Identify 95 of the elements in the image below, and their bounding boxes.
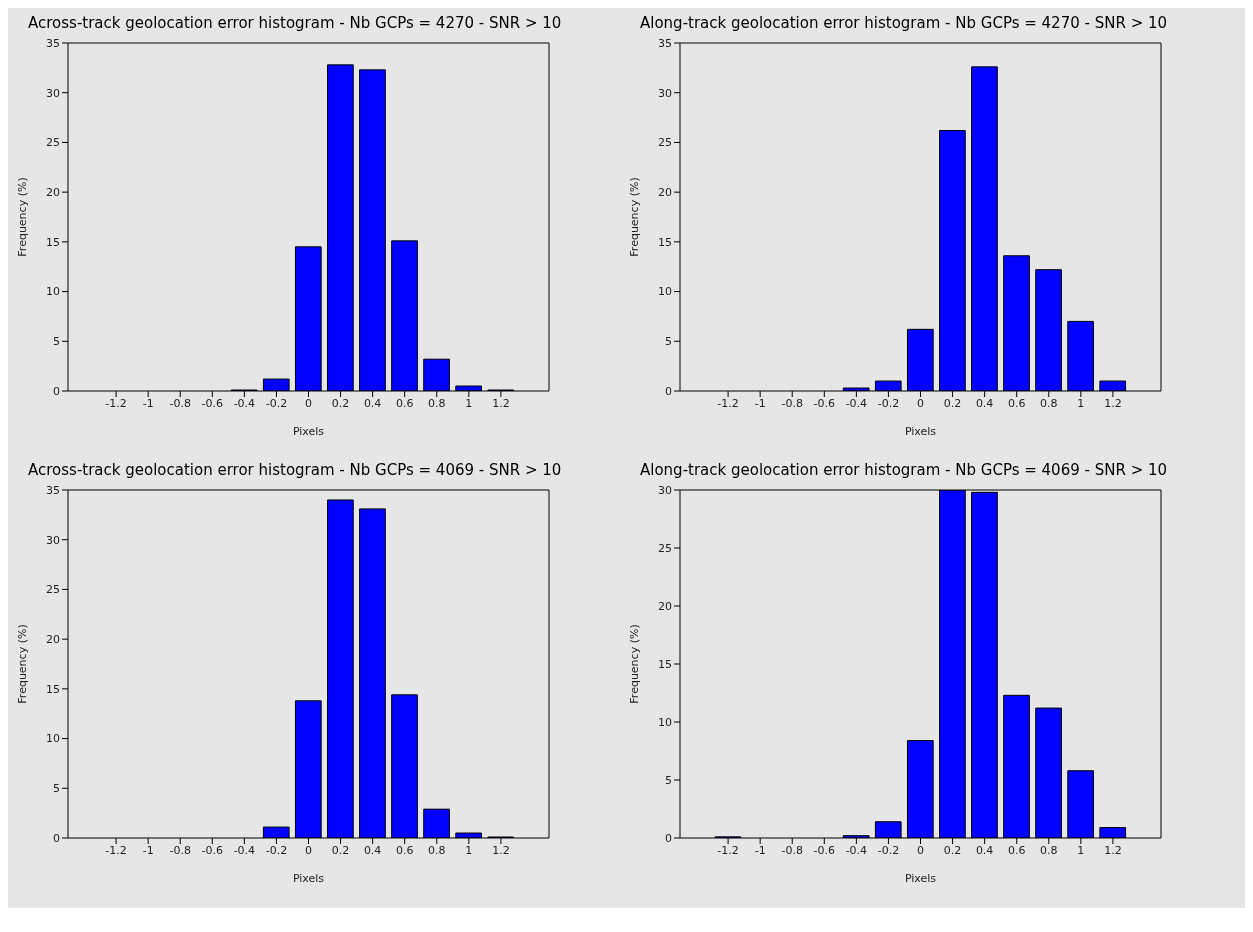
x-tick-label: -0.4 [845,843,868,857]
x-tick-label: 0.6 [395,396,414,410]
x-axis-title: Pixels [292,425,325,438]
x-tick-label: 0.6 [1007,396,1026,410]
x-tick-label: -0.4 [233,843,256,857]
y-tick-label: 15 [658,235,672,249]
x-axis-title: Pixels [292,872,325,885]
y-tick-label: 30 [46,86,60,100]
x-tick-label: -1.2 [105,843,127,857]
x-tick-label: -0.6 [201,396,224,410]
x-tick-label: 1 [1077,396,1085,410]
x-tick-label: 0.6 [395,843,414,857]
x-tick-label: 1.2 [1104,843,1122,857]
x-tick-label: 0.2 [331,396,350,410]
x-axis-title: Pixels [904,425,937,438]
y-tick-label: 25 [46,136,60,150]
y-tick-label: 15 [46,682,60,696]
x-tick-label: -0.4 [233,396,256,410]
x-tick-label: -1.2 [717,396,739,410]
y-tick-label: 5 [53,782,60,796]
y-tick-label: 0 [53,831,60,845]
chart-title: Across-track geolocation error histogram - Nb GCPs = 4270 - SNR > 10 [27,14,563,34]
y-axis-title: Frequency (%) [15,177,29,257]
x-tick-label: 0 [305,396,312,410]
y-axis-title: Frequency (%) [627,624,641,704]
x-tick-label: -1 [754,396,766,410]
y-tick-label: 5 [53,335,60,349]
x-tick-label: 0.2 [943,843,962,857]
x-tick-label: 0.4 [975,843,994,857]
x-tick-label: 1.2 [1104,396,1122,410]
y-tick-label: 10 [658,715,672,729]
y-tick-label: 0 [665,384,672,398]
y-tick-label: 35 [46,483,60,497]
x-tick-label: 0.8 [1040,843,1058,857]
x-tick-label: -1.2 [105,396,127,410]
y-axis-title: Frequency (%) [15,624,29,704]
x-tick-label: -0.2 [265,843,288,857]
x-tick-label: 0 [917,843,924,857]
y-tick-label: 30 [658,483,672,497]
x-tick-label: 0.8 [428,396,446,410]
y-axis-title: Frequency (%) [627,177,641,257]
x-tick-label: -0.8 [169,396,191,410]
x-tick-label: 0.4 [363,396,382,410]
x-tick-label: 0 [305,843,312,857]
x-tick-label: -1 [142,396,154,410]
x-tick-label: -0.8 [781,396,803,410]
x-tick-label: 1.2 [492,843,510,857]
x-tick-label: -0.6 [813,396,836,410]
x-tick-label: -0.8 [781,843,803,857]
x-tick-label: -0.2 [877,843,900,857]
y-tick-label: 25 [658,136,672,150]
x-tick-label: 1 [465,843,473,857]
y-tick-label: 30 [658,86,672,100]
x-axis-title: Pixels [904,872,937,885]
y-tick-label: 5 [665,773,672,787]
x-tick-label: 0.4 [975,396,994,410]
x-tick-label: -1 [142,843,154,857]
x-tick-label: -0.6 [813,843,836,857]
y-tick-label: 25 [46,583,60,597]
y-tick-label: 0 [665,831,672,845]
x-tick-label: -1.2 [717,843,739,857]
x-tick-label: -1 [754,843,766,857]
x-tick-label: -0.2 [265,396,288,410]
x-tick-label: -0.6 [201,843,224,857]
chart-title: Along-track geolocation error histogram - Nb GCPs = 4069 - SNR > 10 [639,461,1169,481]
x-tick-label: 0.2 [943,396,962,410]
x-tick-label: -0.4 [845,396,868,410]
x-tick-label: 0.8 [1040,396,1058,410]
chart-title: Across-track geolocation error histogram - Nb GCPs = 4069 - SNR > 10 [27,461,563,481]
y-tick-label: 20 [46,186,60,200]
x-tick-label: 0 [917,396,924,410]
x-tick-label: 0.8 [428,843,446,857]
x-tick-label: 0.2 [331,843,350,857]
x-tick-label: 0.6 [1007,843,1026,857]
x-tick-label: 1 [465,396,473,410]
y-tick-label: 10 [46,732,60,746]
y-tick-label: 20 [658,599,672,613]
y-tick-label: 15 [46,235,60,249]
y-tick-label: 35 [46,36,60,50]
x-tick-label: -0.8 [169,843,191,857]
x-tick-label: 1.2 [492,396,510,410]
y-tick-label: 15 [658,657,672,671]
y-tick-label: 35 [658,36,672,50]
y-tick-label: 30 [46,533,60,547]
y-tick-label: 5 [665,335,672,349]
x-tick-label: 1 [1077,843,1085,857]
x-tick-label: 0.4 [363,843,382,857]
y-tick-label: 10 [658,285,672,299]
y-tick-label: 25 [658,541,672,555]
y-tick-label: 10 [46,285,60,299]
chart-title: Along-track geolocation error histogram - Nb GCPs = 4270 - SNR > 10 [639,14,1169,34]
y-tick-label: 20 [658,186,672,200]
x-tick-label: -0.2 [877,396,900,410]
y-tick-label: 20 [46,633,60,647]
y-tick-label: 0 [53,384,60,398]
